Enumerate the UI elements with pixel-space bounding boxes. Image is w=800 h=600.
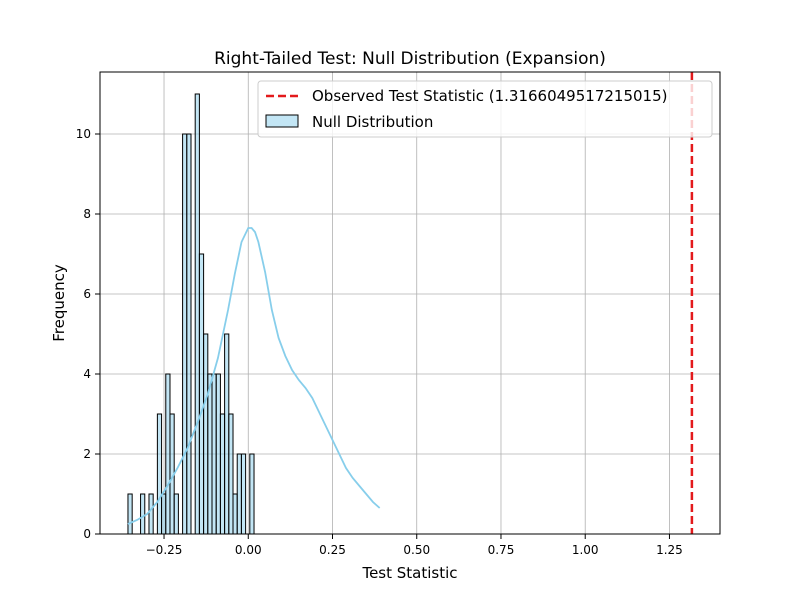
histogram-bar-26	[236, 453, 242, 535]
histogram-bar-18	[203, 333, 209, 535]
histogram-bar-11	[173, 493, 179, 535]
x-tick-label-3: 0.50	[403, 543, 430, 557]
legend-null-distribution-label: Null Distribution	[312, 113, 433, 131]
x-axis-label: Test Statistic	[361, 564, 457, 582]
x-tick-label-4: 0.75	[488, 543, 515, 557]
y-tick-label-5: 10	[76, 127, 91, 141]
histogram-bar-16	[194, 93, 200, 535]
histogram-bars	[127, 93, 255, 535]
y-tick-label-2: 4	[83, 367, 91, 381]
chart-title: Right-Tailed Test: Null Distribution (Ex…	[214, 49, 606, 69]
plot-frame	[99, 71, 721, 535]
kde-curve-group	[127, 227, 381, 525]
x-tick-label-6: 1.25	[656, 543, 683, 557]
histogram-bar-21	[215, 373, 221, 535]
histogram-bar-27	[240, 453, 247, 535]
y-tick-label-1: 2	[83, 447, 91, 461]
histogram-bar-9	[165, 373, 171, 535]
x-tick-label-5: 1.00	[572, 543, 599, 557]
histogram-bar-5	[148, 493, 154, 535]
histogram-bar-3	[140, 493, 146, 535]
x-axis-ticks: −0.25 0.00 0.25 0.50 0.75 1.00 1.25	[146, 534, 683, 557]
y-axis-label: Frequency	[50, 264, 68, 342]
histogram-bar-23	[224, 333, 230, 535]
x-tick-label-1: 0.00	[235, 543, 262, 557]
histogram-bar-7	[156, 413, 163, 535]
legend-null-distribution-swatch	[265, 114, 299, 128]
y-tick-label-4: 8	[83, 207, 91, 221]
y-axis-ticks: 0 2 4 6 8 10	[76, 127, 100, 541]
histogram-bar-0	[127, 493, 133, 535]
histogram-bar-20	[211, 373, 217, 535]
legend: Observed Test Statistic (1.3166049517215…	[257, 80, 713, 138]
histogram-bar-8	[161, 493, 167, 535]
x-tick-label-0: −0.25	[146, 543, 183, 557]
histogram-bar-25	[232, 493, 238, 535]
y-tick-label-3: 6	[83, 287, 91, 301]
histogram-bar-19	[207, 373, 213, 535]
y-tick-label-0: 0	[83, 527, 91, 541]
histogram-bar-14	[186, 133, 192, 535]
kde-curve	[127, 227, 381, 525]
histogram-bar-24	[228, 413, 234, 535]
histogram-bar-17	[198, 253, 205, 535]
histogram-bar-13	[182, 133, 188, 535]
histogram-bar-29	[249, 453, 255, 535]
x-tick-label-2: 0.25	[319, 543, 346, 557]
histogram-bar-22	[219, 413, 226, 535]
legend-box	[257, 80, 713, 138]
legend-observed-label: Observed Test Statistic (1.3166049517215…	[312, 87, 667, 105]
